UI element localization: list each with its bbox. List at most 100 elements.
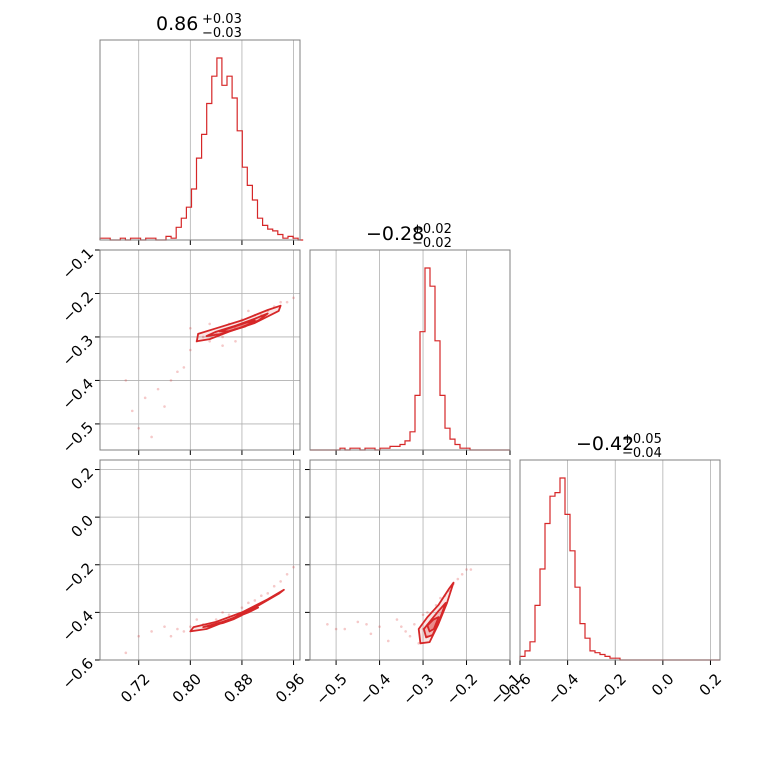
x-tick-label-2: −0.4 <box>544 670 582 708</box>
scatter-point <box>143 396 147 400</box>
scatter-point <box>404 630 407 633</box>
y-tick-label-2: 0.2 <box>67 464 97 494</box>
scatter-point <box>395 618 399 621</box>
hist-panel-2-frame <box>519 459 721 661</box>
x-tick-label-2: −0.6 <box>496 670 534 708</box>
scatter-point <box>163 625 166 628</box>
hist-0-title-minus: −0.03 <box>202 26 242 41</box>
scatter-point <box>176 627 179 631</box>
hist-2-title-median: −0.42 <box>576 433 634 455</box>
hist-panel-1-frame <box>309 249 511 451</box>
joint-panel-1-2-frame <box>309 459 511 661</box>
x-tick-label-0: 0.80 <box>169 670 205 706</box>
joint-panel-0-2-scatter <box>124 565 295 655</box>
scatter-point <box>369 632 373 636</box>
y-tick-label-2: −0.6 <box>59 654 97 692</box>
scatter-point <box>439 596 442 600</box>
hist-panel-2-background <box>520 460 720 660</box>
x-tick-label-1: −0.3 <box>399 670 437 708</box>
hist-1-title-minus: −0.02 <box>412 236 452 251</box>
scatter-point <box>189 348 192 352</box>
x-tick-label-2: 0.0 <box>648 670 678 700</box>
scatter-point <box>137 634 141 638</box>
scatter-point <box>408 634 412 638</box>
scatter-point <box>124 379 128 382</box>
hist-2-title-plus: +0.05 <box>622 432 662 447</box>
x-tick-label-2: −0.2 <box>591 670 629 708</box>
scatter-point <box>279 300 282 304</box>
scatter-point <box>150 630 153 633</box>
hist-0-title-plus: +0.03 <box>202 12 242 27</box>
scatter-point <box>214 618 218 621</box>
scatter-point <box>234 340 237 343</box>
scatter-point <box>334 627 338 631</box>
scatter-point <box>221 611 224 614</box>
scatter-point <box>285 300 289 304</box>
x-tick-label-2: 0.2 <box>696 670 726 700</box>
scatter-point <box>137 426 141 430</box>
scatter-point <box>221 344 224 347</box>
scatter-point <box>417 642 420 645</box>
y-tick-label-1: −0.3 <box>59 331 97 369</box>
hist-1-step-line <box>310 267 510 451</box>
scatter-point <box>247 309 250 313</box>
scatter-point <box>343 627 347 631</box>
x-tick-label-1: −0.4 <box>356 670 394 708</box>
scatter-point <box>189 326 192 330</box>
scatter-point <box>378 625 381 628</box>
y-tick-label-1: −0.5 <box>59 418 97 456</box>
joint-panel-0-1-contours <box>195 304 282 343</box>
scatter-point <box>189 625 192 628</box>
scatter-point <box>169 379 173 382</box>
joint-panel-0-2-contours <box>189 588 285 633</box>
scatter-point <box>266 592 270 595</box>
hist-panel-0-background <box>100 40 300 240</box>
scatter-point <box>227 613 231 617</box>
scatter-point <box>279 580 282 583</box>
scatter-point <box>285 572 289 576</box>
hist-0-step-line <box>99 57 304 241</box>
joint-panel-1-2-contours <box>417 581 455 645</box>
scatter-point <box>465 568 468 571</box>
scatter-point <box>247 601 250 605</box>
scatter-point <box>456 577 460 581</box>
y-tick-label-2: −0.4 <box>59 607 97 645</box>
contour-level-3 <box>426 616 440 633</box>
hist-0-title-median: 0.86 <box>156 13 198 35</box>
scatter-point <box>163 405 166 408</box>
y-tick-label-1: −0.4 <box>59 375 97 413</box>
scatter-point <box>386 639 390 643</box>
scatter-point <box>195 618 199 621</box>
scatter-point <box>326 622 329 626</box>
scatter-point <box>469 568 473 571</box>
scatter-point <box>253 599 257 602</box>
y-tick-label-1: −0.2 <box>59 288 97 326</box>
hist-2-title-minus: −0.04 <box>622 446 662 461</box>
contour-level-3 <box>218 319 256 333</box>
scatter-point <box>130 409 134 413</box>
scatter-point <box>400 625 403 628</box>
scatter-point <box>272 584 276 588</box>
scatter-point <box>356 620 360 624</box>
scatter-point <box>182 366 186 369</box>
y-tick-label-2: −0.2 <box>59 559 97 597</box>
scatter-point <box>208 340 211 343</box>
x-tick-label-1: −0.5 <box>312 670 350 708</box>
scatter-point <box>413 622 416 626</box>
joint-panel-0-2-background <box>100 460 300 660</box>
scatter-point <box>292 296 295 300</box>
x-tick-label-0: 0.72 <box>117 670 153 706</box>
scatter-point <box>208 322 211 326</box>
x-tick-label-0: 0.96 <box>272 670 308 706</box>
scatter-point <box>176 370 179 374</box>
hist-1-title-median: −0.28 <box>366 223 424 245</box>
scatter-point <box>259 594 263 598</box>
scatter-point <box>221 335 224 339</box>
x-tick-label-1: −0.2 <box>443 670 481 708</box>
scatter-point <box>201 335 205 339</box>
scatter-point <box>156 387 160 391</box>
hist-1-title-plus: +0.02 <box>412 222 452 237</box>
y-tick-label-2: 0.0 <box>67 511 97 541</box>
